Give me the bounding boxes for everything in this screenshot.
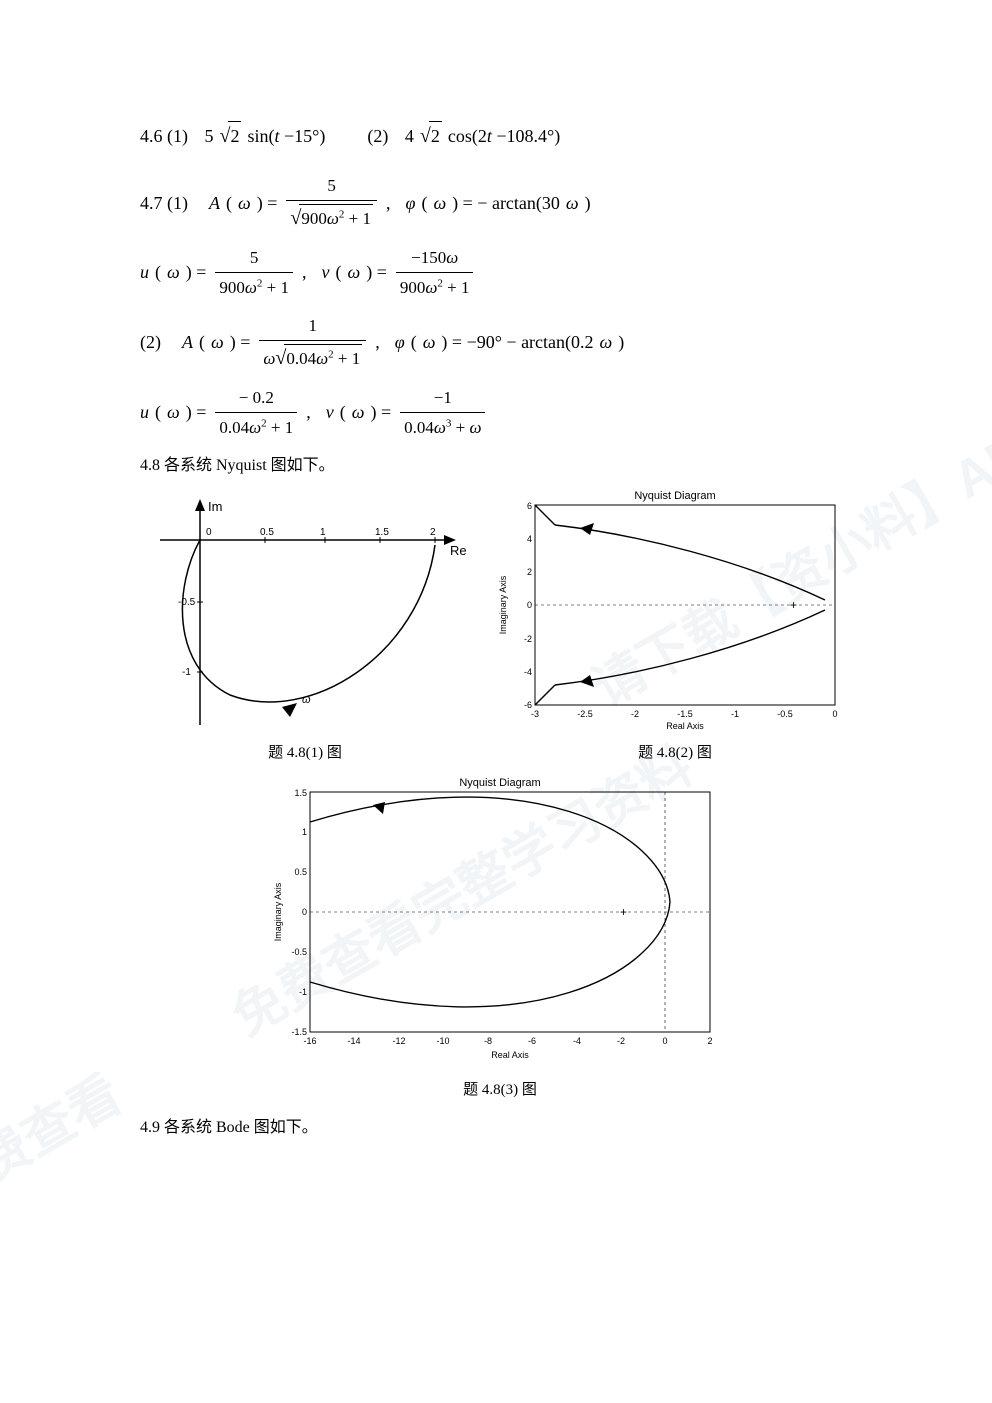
svg-text:-0.5: -0.5 [178, 597, 196, 608]
svg-text:0: 0 [832, 709, 837, 719]
svg-text:0: 0 [206, 527, 212, 538]
svg-text:0.5: 0.5 [260, 527, 274, 538]
svg-text:-3: -3 [531, 709, 539, 719]
plot1-im-label: Im [208, 499, 222, 514]
q47-1-A: 4.7 (1) A(ω) = 5 900ω2 + 1 , φ(ω) = − ar… [140, 172, 860, 234]
plot3-cross: + [620, 905, 627, 919]
plot2-curve-lower [555, 610, 825, 685]
plot3-caption: 题 4.8(3) 图 [463, 1078, 537, 1099]
q47-A-num: 5 [323, 172, 340, 200]
plots-row-1: Im Re 0 0.5 1 1.5 2 -0.5 -1 [140, 485, 860, 762]
svg-text:-4: -4 [524, 667, 532, 677]
q47-A-den: 900ω2 + 1 [299, 204, 373, 232]
plot-2-box: Nyquist Diagram -6 -4 -2 0 2 4 6 -3 [490, 485, 860, 762]
svg-text:-0.5: -0.5 [777, 709, 793, 719]
q47-u2-num: − 0.2 [235, 384, 278, 412]
q47-v-num: −150ω [407, 244, 462, 272]
watermark-1: 免费查看 [0, 1053, 133, 1222]
svg-text:-0.5: -0.5 [291, 947, 307, 957]
svg-text:-14: -14 [347, 1036, 360, 1046]
plot3-arrow [373, 802, 385, 814]
plot-1-svg: Im Re 0 0.5 1 1.5 2 -0.5 -1 [140, 485, 470, 735]
svg-text:1: 1 [302, 827, 307, 837]
q47-v2-num: −1 [430, 384, 456, 412]
plot1-curve [182, 540, 435, 702]
svg-text:1: 1 [320, 527, 326, 538]
svg-text:-4: -4 [573, 1036, 581, 1046]
svg-text:4: 4 [527, 534, 532, 544]
svg-text:-1.5: -1.5 [677, 709, 693, 719]
q47-u2-den: 0.04ω2 + 1 [215, 412, 297, 441]
svg-text:0: 0 [302, 907, 307, 917]
svg-text:0: 0 [527, 600, 532, 610]
plot1-re-label: Re [450, 543, 467, 558]
plot1-caption: 题 4.8(1) 图 [268, 741, 342, 762]
plot2-xlabel: Real Axis [666, 721, 704, 731]
plot3-curve [310, 797, 670, 1007]
q46-line: 4.6 (1) 52sin(t −15°) (2) 42cos(2t −108.… [140, 120, 860, 152]
svg-text:1.5: 1.5 [294, 788, 307, 798]
svg-text:2: 2 [527, 567, 532, 577]
svg-text:-2: -2 [631, 709, 639, 719]
q46-label2: (2) [367, 122, 388, 151]
q48-text: 4.8 各系统 Nyquist 图如下。 [140, 451, 860, 475]
q47-v2-den: 0.04ω3 + ω [400, 412, 485, 441]
plot3-xticks: -16 -14 -12 -10 -8 -6 -4 -2 0 2 [303, 1036, 712, 1046]
svg-text:6: 6 [527, 501, 532, 511]
svg-text:2: 2 [430, 527, 436, 538]
plot-3-box: Nyquist Diagram -1.5 -1 -0.5 0 0.5 1 1.5… [265, 772, 735, 1099]
svg-text:0: 0 [662, 1036, 667, 1046]
q47-u-den: 900ω2 + 1 [215, 272, 293, 301]
q47-A2-num: 1 [305, 312, 322, 340]
svg-text:-1: -1 [299, 987, 307, 997]
svg-text:-8: -8 [484, 1036, 492, 1046]
svg-text:2: 2 [707, 1036, 712, 1046]
q46-label: 4.6 (1) [140, 122, 188, 151]
plot3-title: Nyquist Diagram [459, 777, 540, 789]
plot-3-svg: Nyquist Diagram -1.5 -1 -0.5 0 0.5 1 1.5… [265, 772, 735, 1072]
svg-text:-2: -2 [617, 1036, 625, 1046]
svg-text:-1: -1 [731, 709, 739, 719]
svg-text:-16: -16 [303, 1036, 316, 1046]
plot2-curve-upper [555, 525, 825, 600]
page-content: 4.6 (1) 52sin(t −15°) (2) 42cos(2t −108.… [140, 110, 860, 1147]
q47-A2-den: 0.04ω2 + 1 [284, 344, 362, 372]
plot1-xticks: 0 0.5 1 1.5 2 [206, 527, 436, 538]
svg-text:1.5: 1.5 [375, 527, 389, 538]
q49-text: 4.9 各系统 Bode 图如下。 [140, 1113, 860, 1137]
svg-text:-2: -2 [524, 634, 532, 644]
plot2-cross: + [790, 598, 797, 612]
q47-label: 4.7 (1) [140, 189, 188, 218]
svg-text:-2.5: -2.5 [577, 709, 593, 719]
plot2-xticks: -3 -2.5 -2 -1.5 -1 -0.5 0 [531, 709, 838, 719]
plot2-arrow-up [580, 523, 594, 535]
plot2-title: Nyquist Diagram [634, 490, 715, 502]
plot2-ylabel: Imaginary Axis [498, 575, 508, 634]
plot3-ylabel: Imaginary Axis [273, 882, 283, 941]
plot-2-svg: Nyquist Diagram -6 -4 -2 0 2 4 6 -3 [490, 485, 860, 735]
plot1-yticks: -0.5 -1 [178, 597, 196, 678]
svg-text:-1: -1 [182, 667, 191, 678]
plot2-caption: 题 4.8(2) 图 [638, 741, 712, 762]
svg-text:-10: -10 [436, 1036, 449, 1046]
svg-text:-12: -12 [392, 1036, 405, 1046]
q47-2-A: (2) A(ω) = 1 ω0.04ω2 + 1 , φ(ω) = −90° −… [140, 312, 860, 374]
plot3-xlabel: Real Axis [491, 1050, 529, 1060]
q47-u-num: 5 [246, 244, 263, 272]
plot-1-box: Im Re 0 0.5 1 1.5 2 -0.5 -1 [140, 485, 470, 762]
q47-1-uv: u(ω) = 5 900ω2 + 1 , v(ω) = −150ω 900ω2 … [140, 244, 860, 301]
plot1-omega: ω [302, 694, 311, 706]
q47-label2: (2) [140, 328, 161, 357]
q47-v-den: 900ω2 + 1 [396, 272, 474, 301]
q47-2-uv: u(ω) = − 0.2 0.04ω2 + 1 , v(ω) = −1 0.04… [140, 384, 860, 441]
svg-text:-6: -6 [528, 1036, 536, 1046]
svg-text:0.5: 0.5 [294, 867, 307, 877]
plot2-arrow-dn [580, 675, 594, 687]
plot3-yticks: -1.5 -1 -0.5 0 0.5 1 1.5 [291, 788, 307, 1037]
plot2-yticks: -6 -4 -2 0 2 4 6 [524, 501, 532, 710]
